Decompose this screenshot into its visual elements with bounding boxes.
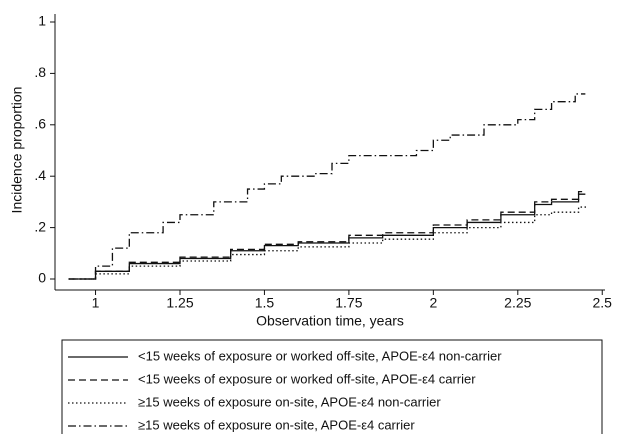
- y-tick-label: .4: [34, 167, 46, 183]
- x-tick-label: 1: [92, 295, 100, 311]
- series-line: [68, 193, 586, 280]
- x-tick-label: 1.5: [255, 295, 275, 311]
- legend-label: ≥15 weeks of exposure on-site, APOE-ε4 n…: [138, 394, 441, 409]
- x-tick-label: 2: [429, 295, 437, 311]
- y-tick-label: 0: [38, 270, 46, 286]
- legend-label: <15 weeks of exposure or worked off-site…: [138, 348, 502, 363]
- x-tick-label: 2.5: [593, 295, 613, 311]
- y-tick-label: 1: [38, 13, 46, 29]
- y-tick-label: .2: [34, 218, 46, 234]
- legend: <15 weeks of exposure or worked off-site…: [61, 339, 603, 434]
- legend-label: ≥15 weeks of exposure on-site, APOE-ε4 c…: [138, 417, 415, 432]
- legend-box: [61, 339, 603, 434]
- series-line: [68, 190, 586, 280]
- x-tick-label: 2.25: [504, 295, 531, 311]
- series-line: [68, 93, 586, 280]
- y-tick-label: .8: [34, 64, 46, 80]
- y-tick-label: .6: [34, 116, 46, 132]
- x-tick-label: 1.75: [335, 295, 362, 311]
- series-line: [68, 204, 587, 280]
- legend-label: <15 weeks of exposure or worked off-site…: [138, 371, 476, 386]
- y-axis-label: Incidence proportion: [9, 87, 25, 214]
- x-tick-label: 1.25: [166, 295, 193, 311]
- x-axis-label: Observation time, years: [256, 313, 404, 329]
